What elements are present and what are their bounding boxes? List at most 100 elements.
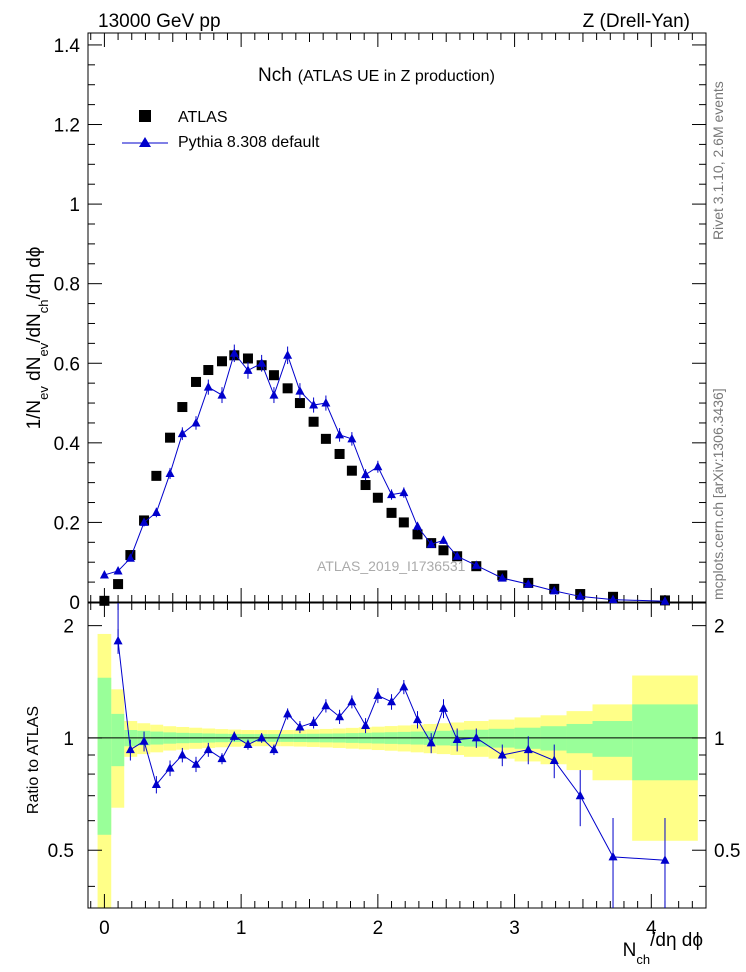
plot-title-main: Nch <box>258 65 292 86</box>
green-band-bin <box>632 704 698 781</box>
pythia-point <box>295 386 305 395</box>
atlas-point <box>294 398 305 409</box>
legend-marker-atlas <box>139 110 151 122</box>
atlas-point <box>113 579 124 590</box>
ratio-point <box>523 744 533 754</box>
ratio-point <box>413 714 423 724</box>
atlas-point <box>320 433 331 444</box>
pythia-point <box>438 535 448 544</box>
pythia-point <box>191 417 201 427</box>
ratio-point <box>203 744 213 754</box>
main-y-tick-label: 0.2 <box>54 513 80 534</box>
rivet-label: Rivet 3.1.10, 2.6M events <box>710 81 726 240</box>
pythia-point <box>243 365 253 374</box>
pythia-point <box>139 517 149 526</box>
ratio-point <box>575 790 585 800</box>
atlas-point <box>360 480 371 491</box>
legend-marker-pythia <box>139 137 151 147</box>
ratio-point <box>139 736 149 745</box>
atlas-point <box>165 432 176 443</box>
ratio-point <box>608 851 618 861</box>
pythia-point <box>575 591 585 600</box>
atlas-point <box>438 545 449 556</box>
pythia-point <box>347 433 357 443</box>
atlas-point <box>398 517 409 528</box>
atlas-point <box>282 383 293 394</box>
ratio-point <box>165 763 175 772</box>
atlas-point <box>99 595 110 606</box>
x-tick-label: 2 <box>373 918 384 939</box>
pythia-point <box>217 390 227 399</box>
ratio-uncertainty-bands <box>97 633 698 908</box>
ratio-point <box>217 753 227 763</box>
pythia-point <box>549 585 559 595</box>
main-y-tick-label: 1.4 <box>54 36 81 57</box>
pythia-point <box>229 348 239 357</box>
pythia-point <box>660 596 670 605</box>
ratio-point <box>269 744 279 754</box>
pythia-point <box>321 398 331 407</box>
pythia-point <box>165 468 175 477</box>
ratio-point <box>347 696 357 706</box>
ratio-y-tick-label-left: 1 <box>63 729 74 750</box>
pythia-point <box>399 487 409 497</box>
ratio-point <box>113 635 123 645</box>
main-y-tick-label: 1.2 <box>54 116 80 137</box>
ratio-point <box>361 720 371 729</box>
ratio-y-tick-label-right: 1 <box>714 729 725 750</box>
plot-subtitle: (ATLAS UE in Z production) <box>298 68 495 85</box>
pythia-point <box>99 569 109 579</box>
x-tick-label: 4 <box>646 918 657 939</box>
ratio-point <box>125 744 135 754</box>
main-axes-box <box>87 32 707 603</box>
atlas-point <box>268 370 279 381</box>
atlas-point <box>334 448 345 459</box>
x-tick-label: 0 <box>99 918 110 939</box>
atlas-point <box>151 470 162 481</box>
pythia-point <box>361 469 371 479</box>
ratio-point <box>399 681 409 691</box>
ratio-y-tick-label-left: 0.5 <box>48 841 74 862</box>
green-band-bin <box>592 721 633 757</box>
pythia-point <box>269 390 279 399</box>
ratio-point <box>549 755 559 764</box>
pythia-point <box>257 358 267 367</box>
atlas-point <box>386 507 397 518</box>
pythia-point <box>309 400 319 409</box>
analysis-watermark: ATLAS_2019_I1736531 <box>317 558 466 574</box>
ratio-point <box>229 731 239 740</box>
pythia-point <box>452 551 462 560</box>
atlas-point <box>412 529 423 540</box>
pythia-point <box>283 350 293 359</box>
mcplots-label: mcplots.cern.ch [arXiv:1306.3436] <box>710 388 726 600</box>
pythia-point <box>471 560 481 569</box>
ratio-panel-frame: 0 1 2 3 4 0.5 0.5 1 1 2 2 <box>48 602 740 939</box>
ratio-point <box>438 703 448 712</box>
plot-title: Nch (ATLAS UE in Z production) <box>258 65 495 86</box>
pythia-point <box>387 489 397 499</box>
ratio-point <box>321 700 331 710</box>
green-band-bin <box>111 713 125 767</box>
pythia-point <box>203 382 213 391</box>
x-axis-label: Nch/dη dϕ <box>623 930 703 967</box>
x-tick-label: 3 <box>509 918 520 939</box>
atlas-point <box>242 353 253 364</box>
ratio-y-tick-label-right: 2 <box>714 617 725 638</box>
ratio-point <box>191 759 201 768</box>
pythia-point <box>413 521 423 530</box>
main-panel-frame: 0 0.2 0.4 0.6 0.8 1 1.2 1.4 <box>54 32 707 614</box>
pythia-point <box>608 594 618 604</box>
atlas-point <box>177 402 188 413</box>
ratio-point <box>243 739 253 749</box>
header-right: Z (Drell-Yan) <box>583 11 690 32</box>
ratio-point <box>497 749 507 759</box>
ratio-point <box>283 708 293 718</box>
pythia-point <box>497 573 507 582</box>
ratio-point <box>660 855 670 864</box>
ratio-panel-data <box>113 603 670 908</box>
legend-label-atlas: ATLAS <box>178 109 228 126</box>
ratio-point <box>387 696 397 706</box>
pythia-point <box>125 553 135 562</box>
pythia-point <box>523 579 533 588</box>
